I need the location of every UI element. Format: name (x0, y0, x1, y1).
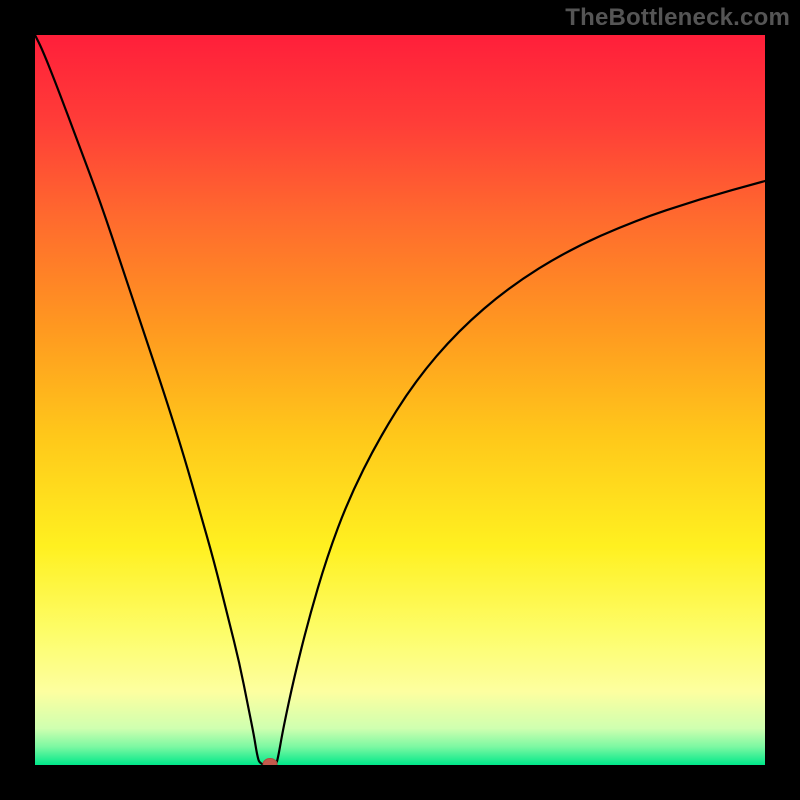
bottleneck-chart (0, 0, 800, 800)
watermark-label: TheBottleneck.com (565, 4, 790, 32)
plot-area (35, 35, 765, 765)
